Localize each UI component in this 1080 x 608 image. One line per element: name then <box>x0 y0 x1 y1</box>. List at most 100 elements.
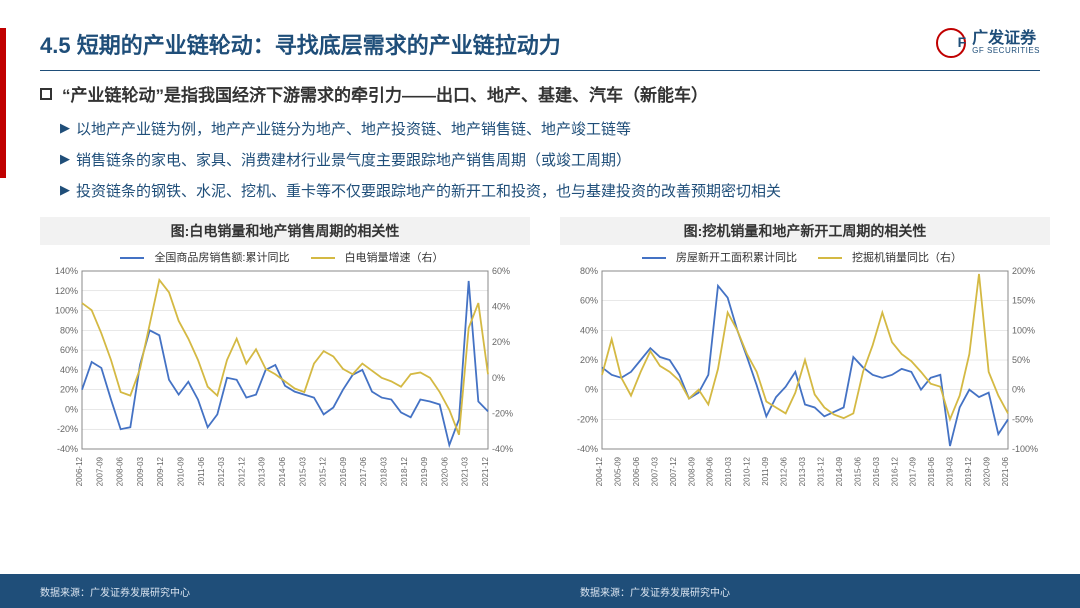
svg-text:2014-09: 2014-09 <box>835 456 844 486</box>
svg-text:200%: 200% <box>1012 267 1035 276</box>
svg-text:40%: 40% <box>492 302 510 312</box>
footer-source-right: 数据来源：广发证券发展研究中心 <box>540 574 1080 608</box>
chart-right-legend: 房屋新开工面积累计同比 挖掘机销量同比（右） <box>560 249 1050 265</box>
svg-text:-20%: -20% <box>577 414 598 424</box>
svg-text:100%: 100% <box>1012 325 1035 335</box>
svg-text:2021-03: 2021-03 <box>461 456 470 486</box>
svg-text:2004-12: 2004-12 <box>595 456 604 486</box>
svg-text:2018-12: 2018-12 <box>400 456 409 486</box>
chart-right: 图:挖机销量和地产新开工周期的相关性 房屋新开工面积累计同比 挖掘机销量同比（右… <box>560 217 1050 497</box>
svg-text:2008-09: 2008-09 <box>687 456 696 486</box>
bullet-text: 以地产产业链为例，地产产业链分为地产、地产投资链、地产销售链、地产竣工链等 <box>76 118 631 139</box>
svg-text:0%: 0% <box>585 385 598 395</box>
svg-text:20%: 20% <box>492 337 510 347</box>
triangle-icon: ▶ <box>60 182 70 198</box>
svg-text:2016-09: 2016-09 <box>339 456 348 486</box>
svg-text:2017-06: 2017-06 <box>359 456 368 486</box>
chart-right-title: 图:挖机销量和地产新开工周期的相关性 <box>560 217 1050 245</box>
svg-text:80%: 80% <box>60 325 78 335</box>
svg-text:50%: 50% <box>1012 355 1030 365</box>
svg-text:140%: 140% <box>55 267 78 276</box>
chart-left-legend: 全国商品房销售额:累计同比 白电销量增速（右） <box>40 249 530 265</box>
page-title: 4.5 短期的产业链轮动：寻找底层需求的产业链拉动力 <box>40 28 561 60</box>
svg-text:150%: 150% <box>1012 296 1035 306</box>
svg-text:2010-12: 2010-12 <box>743 456 752 486</box>
svg-text:2013-12: 2013-12 <box>816 456 825 486</box>
svg-text:2019-12: 2019-12 <box>964 456 973 486</box>
svg-text:2012-12: 2012-12 <box>237 456 246 486</box>
swatch-yellow-icon <box>311 257 335 260</box>
svg-text:2021-12: 2021-12 <box>481 456 490 486</box>
svg-text:-100%: -100% <box>1012 444 1038 454</box>
legend-label: 挖掘机销量同比（右） <box>852 252 962 264</box>
svg-text:2009-03: 2009-03 <box>136 456 145 486</box>
svg-text:2021-06: 2021-06 <box>1001 456 1010 486</box>
svg-text:2016-03: 2016-03 <box>872 456 881 486</box>
svg-text:2016-12: 2016-12 <box>890 456 899 486</box>
svg-text:2018-06: 2018-06 <box>927 456 936 486</box>
svg-text:2013-03: 2013-03 <box>798 456 807 486</box>
svg-text:60%: 60% <box>492 267 510 276</box>
svg-text:2012-06: 2012-06 <box>780 456 789 486</box>
swatch-blue-icon <box>120 257 144 260</box>
charts-row: 图:白电销量和地产销售周期的相关性 全国商品房销售额:累计同比 白电销量增速（右… <box>0 211 1080 497</box>
subtitle: “产业链轮动”是指我国经济下游需求的牵引力——出口、地产、基建、汽车（新能车） <box>62 81 708 106</box>
bullet-text: 销售链条的家电、家具、消费建材行业景气度主要跟踪地产销售周期（或竣工周期） <box>76 149 631 170</box>
svg-text:2013-09: 2013-09 <box>258 456 267 486</box>
svg-text:2007-09: 2007-09 <box>95 456 104 486</box>
legend-label: 房屋新开工面积累计同比 <box>676 252 797 264</box>
svg-text:2006-06: 2006-06 <box>632 456 641 486</box>
logo-icon <box>936 28 966 58</box>
svg-text:60%: 60% <box>60 345 78 355</box>
svg-text:-40%: -40% <box>57 444 78 454</box>
accent-bar <box>0 28 6 178</box>
svg-text:2014-06: 2014-06 <box>278 456 287 486</box>
svg-text:20%: 20% <box>580 355 598 365</box>
svg-text:2015-12: 2015-12 <box>319 456 328 486</box>
legend-label: 白电销量增速（右） <box>345 252 444 264</box>
svg-text:2019-03: 2019-03 <box>946 456 955 486</box>
svg-text:2018-03: 2018-03 <box>380 456 389 486</box>
logo-text-en: GF SECURITIES <box>972 47 1040 56</box>
footer: 数据来源：广发证券发展研究中心 数据来源：广发证券发展研究中心 <box>0 574 1080 608</box>
svg-text:2012-03: 2012-03 <box>217 456 226 486</box>
subtitle-row: “产业链轮动”是指我国经济下游需求的牵引力——出口、地产、基建、汽车（新能车） <box>0 81 1080 106</box>
svg-text:2005-09: 2005-09 <box>613 456 622 486</box>
chart-left: 图:白电销量和地产销售周期的相关性 全国商品房销售额:累计同比 白电销量增速（右… <box>40 217 530 497</box>
svg-text:-50%: -50% <box>1012 414 1033 424</box>
triangle-icon: ▶ <box>60 151 70 167</box>
chart-left-title: 图:白电销量和地产销售周期的相关性 <box>40 217 530 245</box>
bullet-text: 投资链条的钢铁、水泥、挖机、重卡等不仅要跟踪地产的新开工和投资，也与基建投资的改… <box>76 180 781 201</box>
chart-right-svg: -40%-20%0%20%40%60%80%-100%-50%0%50%100%… <box>560 267 1050 497</box>
svg-text:-20%: -20% <box>57 424 78 434</box>
bullet-list: ▶ 以地产产业链为例，地产产业链分为地产、地产投资链、地产销售链、地产竣工链等 … <box>0 118 1080 201</box>
svg-text:40%: 40% <box>580 325 598 335</box>
divider <box>40 70 1040 71</box>
svg-text:2010-03: 2010-03 <box>724 456 733 486</box>
svg-text:2015-06: 2015-06 <box>853 456 862 486</box>
svg-text:60%: 60% <box>580 296 598 306</box>
svg-text:2007-03: 2007-03 <box>650 456 659 486</box>
svg-text:80%: 80% <box>580 267 598 276</box>
brand-logo: 广发证券 GF SECURITIES <box>936 28 1040 58</box>
svg-text:-40%: -40% <box>492 444 513 454</box>
svg-text:2006-12: 2006-12 <box>75 456 84 486</box>
swatch-blue-icon <box>642 257 666 260</box>
svg-text:2007-12: 2007-12 <box>669 456 678 486</box>
svg-text:0%: 0% <box>1012 385 1025 395</box>
svg-text:20%: 20% <box>60 385 78 395</box>
svg-text:0%: 0% <box>492 373 505 383</box>
svg-text:2017-09: 2017-09 <box>909 456 918 486</box>
svg-text:100%: 100% <box>55 306 78 316</box>
square-bullet-icon <box>40 88 52 100</box>
svg-text:2015-03: 2015-03 <box>298 456 307 486</box>
swatch-yellow-icon <box>818 257 842 260</box>
svg-text:2011-06: 2011-06 <box>197 456 206 485</box>
triangle-icon: ▶ <box>60 120 70 136</box>
svg-text:2011-09: 2011-09 <box>761 456 770 485</box>
svg-text:2019-09: 2019-09 <box>420 456 429 486</box>
svg-text:2010-09: 2010-09 <box>177 456 186 486</box>
svg-text:2020-09: 2020-09 <box>983 456 992 486</box>
svg-text:0%: 0% <box>65 404 78 414</box>
bullet-item: ▶ 销售链条的家电、家具、消费建材行业景气度主要跟踪地产销售周期（或竣工周期） <box>60 149 1040 170</box>
